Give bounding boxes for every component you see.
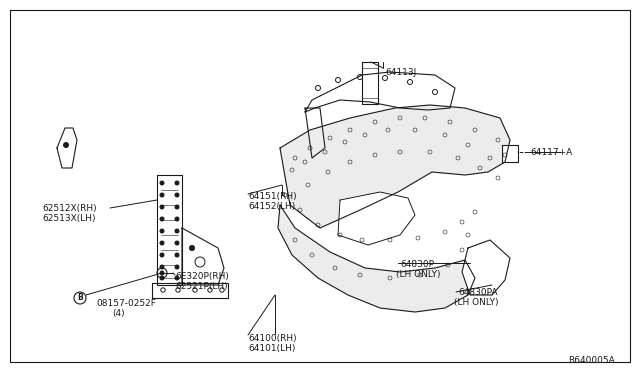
Polygon shape — [182, 228, 224, 285]
Polygon shape — [280, 105, 510, 228]
Text: 64830PA: 64830PA — [458, 288, 497, 297]
Circle shape — [160, 253, 164, 257]
Text: 62513X(LH): 62513X(LH) — [42, 214, 95, 223]
Circle shape — [175, 217, 179, 221]
Polygon shape — [57, 128, 77, 168]
Polygon shape — [157, 175, 182, 285]
Text: 64830P: 64830P — [400, 260, 434, 269]
Circle shape — [175, 181, 179, 185]
Text: B: B — [77, 294, 83, 302]
Text: 62521P(LH): 62521P(LH) — [175, 282, 228, 291]
Circle shape — [160, 181, 164, 185]
Text: 08157-0252F: 08157-0252F — [96, 299, 156, 308]
Text: 64101(LH): 64101(LH) — [248, 344, 296, 353]
Circle shape — [160, 276, 164, 280]
Text: 64100(RH): 64100(RH) — [248, 334, 296, 343]
Text: R640005A: R640005A — [568, 356, 615, 365]
Circle shape — [160, 193, 164, 197]
Circle shape — [175, 193, 179, 197]
Polygon shape — [305, 108, 325, 158]
Circle shape — [63, 142, 68, 148]
Circle shape — [160, 271, 164, 275]
Polygon shape — [305, 72, 455, 112]
Text: 64117+A: 64117+A — [530, 148, 572, 157]
Circle shape — [175, 276, 179, 280]
Polygon shape — [278, 205, 475, 312]
Text: 6E320P(RH): 6E320P(RH) — [175, 272, 229, 281]
Circle shape — [160, 229, 164, 233]
Polygon shape — [502, 145, 518, 162]
Text: 64152(LH): 64152(LH) — [248, 202, 295, 211]
Circle shape — [175, 205, 179, 209]
Circle shape — [175, 229, 179, 233]
Text: 64151(RH): 64151(RH) — [248, 192, 296, 201]
Text: (4): (4) — [112, 309, 125, 318]
Text: 62512X(RH): 62512X(RH) — [42, 204, 97, 213]
Polygon shape — [338, 192, 415, 245]
Text: 64113J: 64113J — [385, 68, 416, 77]
Circle shape — [175, 265, 179, 269]
Circle shape — [189, 246, 195, 250]
Circle shape — [160, 217, 164, 221]
Circle shape — [175, 253, 179, 257]
Circle shape — [160, 265, 164, 269]
Circle shape — [160, 241, 164, 245]
Circle shape — [175, 241, 179, 245]
Circle shape — [160, 205, 164, 209]
Text: (LH ONLY): (LH ONLY) — [396, 270, 440, 279]
Text: (LH ONLY): (LH ONLY) — [454, 298, 499, 307]
Polygon shape — [152, 283, 228, 298]
Polygon shape — [462, 240, 510, 295]
